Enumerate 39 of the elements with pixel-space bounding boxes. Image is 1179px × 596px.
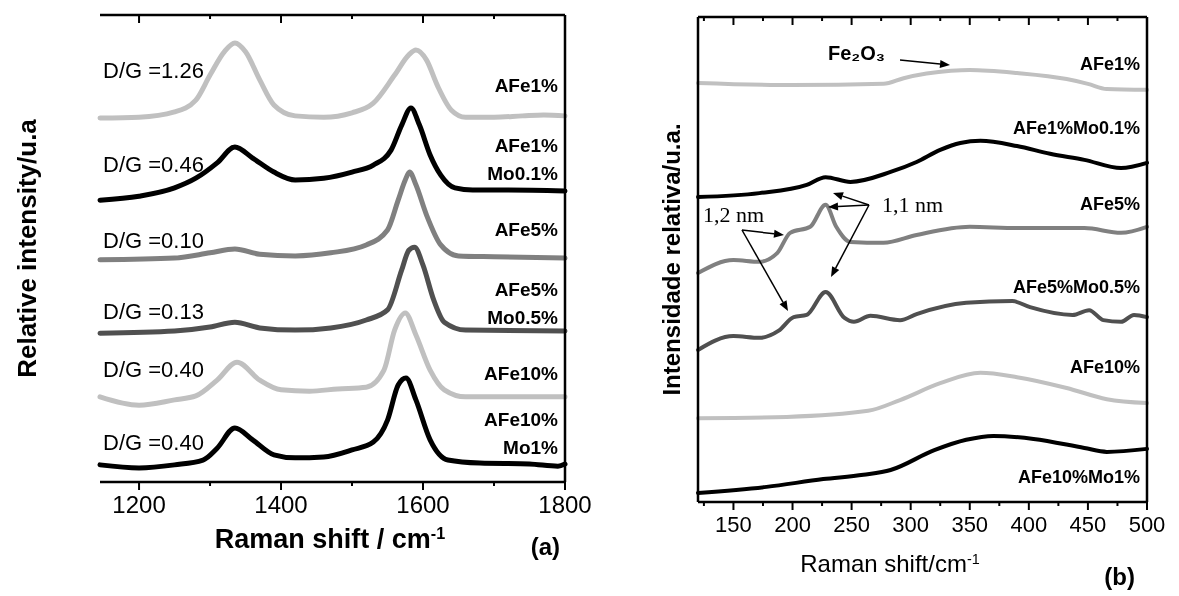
series-label: AFe5%Mo0.5% [1012, 277, 1140, 297]
x-tick-label: 150 [715, 511, 752, 537]
series-label: AFe10% Mo1% [484, 409, 559, 458]
series-label: AFe10% [1069, 357, 1140, 377]
annotation: D/G =0.40 [103, 357, 204, 382]
x-tick-label: 400 [1010, 511, 1048, 537]
text: Fe₂O₃ [828, 42, 886, 64]
text: (b) [1104, 563, 1135, 590]
annotation: 1,2 nm [703, 202, 765, 227]
annotation: D/G =1.26 [103, 58, 204, 83]
series-label: AFe5% Mo0.5% [487, 279, 559, 328]
annotation: D/G =0.46 [103, 152, 204, 177]
x-axis-title: Raman shift / cm$^{-1}$ [214, 524, 446, 554]
series-label: AFe1% [494, 75, 559, 96]
y-axis-title: Intensidade relativa/u.a. [658, 123, 685, 396]
annotation: D/G =0.10 [103, 228, 204, 253]
x-tick-label: 450 [1069, 511, 1107, 537]
x-tick-label: 1600 [396, 491, 450, 519]
annotation: D/G =0.40 [103, 430, 204, 455]
x-tick-label: 200 [774, 511, 811, 537]
series-label: AFe10% [484, 363, 559, 384]
x-tick-label: 1800 [538, 491, 592, 519]
x-tick-label: 350 [951, 511, 989, 537]
x-tick-label: 1200 [112, 491, 166, 519]
annotation: 1,1 nm [882, 192, 944, 217]
x-tick-label: 1400 [254, 491, 308, 519]
x-tick-label: 250 [833, 511, 870, 537]
annotation: D/G =0.13 [103, 299, 204, 324]
series-label: AFe10%Mo1% [1017, 467, 1140, 487]
text: (a) [530, 533, 560, 560]
series-label: AFe1% Mo0.1% [487, 135, 559, 184]
series-label: AFe1% [1079, 54, 1140, 74]
series-label: AFe5% [494, 219, 559, 240]
y-axis-title: Relative intensity/u.a [12, 118, 42, 378]
x-tick-label: 500 [1128, 511, 1166, 537]
series-label: AFe5% [1079, 194, 1140, 214]
series-label: AFe1%Mo0.1% [1012, 118, 1140, 138]
x-axis-title: Raman shift/cm$^{-1}$ [800, 550, 980, 577]
x-tick-label: 300 [892, 511, 930, 537]
